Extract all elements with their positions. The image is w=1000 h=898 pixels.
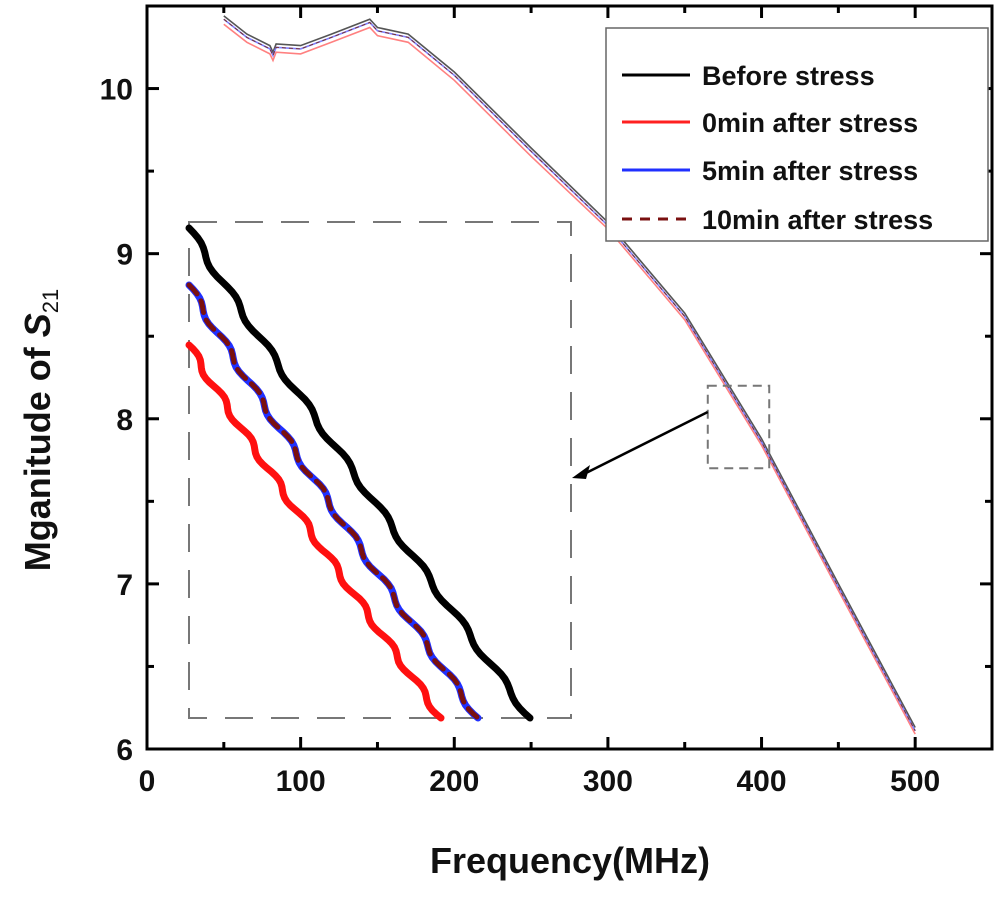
series-layer: [223, 15, 916, 735]
series-line-1: [223, 23, 916, 735]
inset-magnified-view: [185, 221, 771, 722]
y-tick-label: 8: [116, 404, 133, 437]
legend-box: [605, 27, 989, 242]
series-line-3: [223, 18, 916, 732]
axis-ticks: 0 100 200 300 400 500 6 7 8 9 10: [100, 4, 992, 798]
y-label-main: Mganitude of: [17, 337, 58, 571]
inset-line-before: [185, 224, 534, 722]
x-axis-label: Frequency(MHz): [430, 840, 710, 881]
series-line-0: [223, 15, 916, 728]
y-axis-label: Mganitude of S21: [17, 289, 63, 571]
x-tick-label: 300: [583, 765, 633, 798]
legend: Before stress 0min after stress 5min aft…: [605, 27, 989, 242]
x-tick-label: 400: [737, 765, 787, 798]
inset-line-10min: [186, 282, 481, 721]
y-tick-label: 9: [116, 239, 133, 272]
x-tick-label: 500: [890, 765, 940, 798]
plot-frame: [145, 4, 994, 751]
zoom-region-box: [706, 384, 771, 470]
x-tick-label: 0: [139, 765, 156, 798]
y-label-subscript: 21: [38, 289, 63, 313]
legend-label-1: 0min after stress: [702, 108, 918, 138]
legend-label-3: 10min after stress: [702, 205, 933, 235]
y-tick-label: 6: [116, 734, 133, 767]
legend-label-0: Before stress: [702, 61, 875, 91]
y-label-symbol: S: [17, 313, 58, 337]
arrow-line: [583, 410, 709, 476]
inset-box: [188, 221, 572, 719]
legend-label-2: 5min after stress: [702, 156, 918, 186]
inset-line-0min: [185, 341, 445, 722]
y-tick-label: 10: [100, 74, 133, 107]
y-tick-label: 7: [116, 569, 133, 602]
x-tick-label: 200: [429, 765, 479, 798]
y-axis-label-text: Mganitude of S21: [17, 289, 63, 571]
arrow-head: [572, 465, 590, 479]
x-tick-label: 100: [276, 765, 326, 798]
